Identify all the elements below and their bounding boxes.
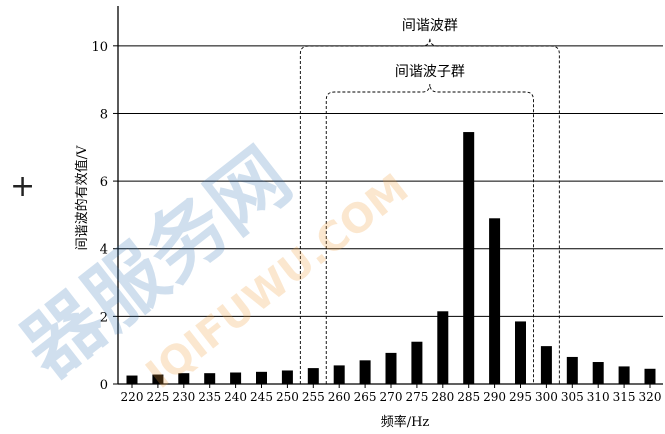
- plus-mark: +: [10, 169, 36, 204]
- bar: [566, 356, 578, 384]
- xtick-label: 230: [172, 390, 195, 404]
- subgroup-brace: [325, 83, 534, 384]
- bar: [540, 346, 552, 384]
- grid-lines: [118, 45, 663, 317]
- bar: [515, 321, 526, 384]
- xtick-label: 255: [302, 390, 325, 404]
- bar: [437, 311, 449, 384]
- xtick-label: 235: [198, 390, 221, 404]
- ytick-label: 0: [100, 378, 108, 393]
- axes: [113, 6, 663, 388]
- xtick-label: 260: [328, 390, 351, 404]
- bar: [385, 352, 397, 384]
- ytick-label: 8: [100, 107, 108, 122]
- xtick-label: 295: [509, 390, 532, 404]
- xtick-label: 280: [431, 390, 454, 404]
- xtick-label: 275: [405, 390, 428, 404]
- ytick-label: 6: [100, 175, 108, 190]
- xtick-label: 225: [146, 390, 169, 404]
- y-axis-label: 间谐波的有效值/V: [74, 145, 90, 250]
- bar: [644, 368, 656, 384]
- bar: [592, 362, 604, 384]
- xtick-label: 250: [276, 390, 299, 404]
- xtick-label: 290: [483, 390, 506, 404]
- bar: [411, 341, 423, 384]
- bar: [204, 373, 216, 384]
- bar: [152, 374, 164, 384]
- group-label: 间谐波群: [402, 18, 458, 34]
- xtick-label: 315: [613, 390, 636, 404]
- xtick-label: 245: [250, 390, 273, 404]
- bar: [256, 371, 267, 384]
- xtick-label: 285: [457, 390, 480, 404]
- bar: [230, 372, 242, 384]
- bars: [126, 132, 656, 384]
- xtick-label: 305: [561, 390, 584, 404]
- xtick-label: 265: [354, 390, 377, 404]
- bar: [178, 373, 190, 384]
- ytick-label: 10: [91, 40, 108, 55]
- bar: [489, 218, 501, 384]
- xtick-label: 240: [224, 390, 247, 404]
- subgroup-label: 间谐波子群: [395, 64, 465, 80]
- bar: [463, 132, 475, 384]
- ytick-label: 2: [100, 310, 108, 325]
- bar: [281, 370, 293, 384]
- xtick-label: 320: [639, 390, 662, 404]
- ytick-label: 4: [100, 243, 108, 258]
- bar: [359, 360, 371, 384]
- bar: [333, 365, 345, 384]
- bar: [618, 366, 630, 384]
- bar: [307, 368, 319, 384]
- x-axis-label: 频率/Hz: [381, 414, 430, 430]
- xtick-label: 270: [380, 390, 403, 404]
- bar: [126, 375, 138, 384]
- xtick-label: 310: [587, 390, 610, 404]
- axis-labels: 0 2 4 6 8 10 220 225 230 235 240 245 250 255 260 265 270…: [74, 40, 661, 430]
- xtick-label: 300: [535, 390, 558, 404]
- xtick-label: 220: [121, 390, 144, 404]
